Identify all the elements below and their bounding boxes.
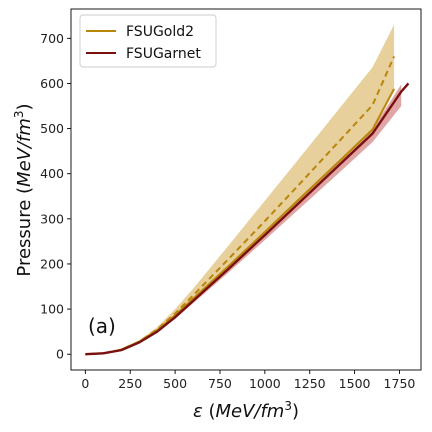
legend-label-fsugold2: FSUGold2 — [126, 24, 194, 40]
x-tick-label: 500 — [163, 376, 187, 391]
x-tick-label: 1250 — [294, 376, 326, 391]
y-axis-paren-open: ( — [14, 187, 35, 194]
x-axis-unit: MeV/fm — [215, 401, 284, 422]
series-line-fsugold2-dashed — [85, 55, 395, 356]
y-axis-unit-exponent: 3 — [12, 110, 26, 118]
y-axis-unit: MeV/fm — [14, 118, 35, 187]
y-tick-label: 100 — [40, 302, 64, 317]
legend-label-fsugarnet: FSUGarnet — [126, 46, 201, 62]
y-tick-label: 700 — [40, 31, 64, 46]
x-tick-label: 750 — [208, 376, 232, 391]
y-tick-label: 300 — [40, 211, 64, 226]
x-tick-label: 250 — [118, 376, 142, 391]
y-axis-paren-close: ) — [14, 103, 35, 110]
uncertainty-band-fsugold2 — [85, 24, 395, 355]
series-line-fsugarnet — [85, 82, 410, 356]
axis-ticks: 0 250 500 750 1000 1250 1500 1750 0 100 200 300 400 5… — [40, 31, 415, 391]
y-axis-title: Pressure (MeV/fm3) — [12, 103, 35, 276]
x-tick-label: 1750 — [384, 376, 416, 391]
x-tick-label: 1500 — [339, 376, 371, 391]
y-axis-text: Pressure — [14, 194, 35, 277]
x-axis-paren-open: ( — [203, 401, 216, 422]
x-tick-label: 1000 — [249, 376, 281, 391]
y-tick-label: 600 — [40, 76, 64, 91]
plot-area — [85, 24, 410, 356]
plot-frame — [70, 8, 422, 371]
y-tick-label: 400 — [40, 166, 64, 181]
panel-label: (a) — [88, 314, 116, 338]
y-tick-label: 500 — [40, 121, 64, 136]
y-tick-label: 200 — [40, 256, 64, 271]
x-tick-label: 0 — [81, 376, 89, 391]
x-axis-title: ε (MeV/fm3) — [193, 399, 299, 422]
y-tick-label: 0 — [56, 347, 64, 362]
x-axis-symbol: ε — [193, 401, 203, 422]
legend: FSUGold2 FSUGarnet — [79, 14, 217, 68]
x-axis-paren-close: ) — [292, 401, 299, 422]
x-axis-unit-exponent: 3 — [284, 399, 292, 413]
